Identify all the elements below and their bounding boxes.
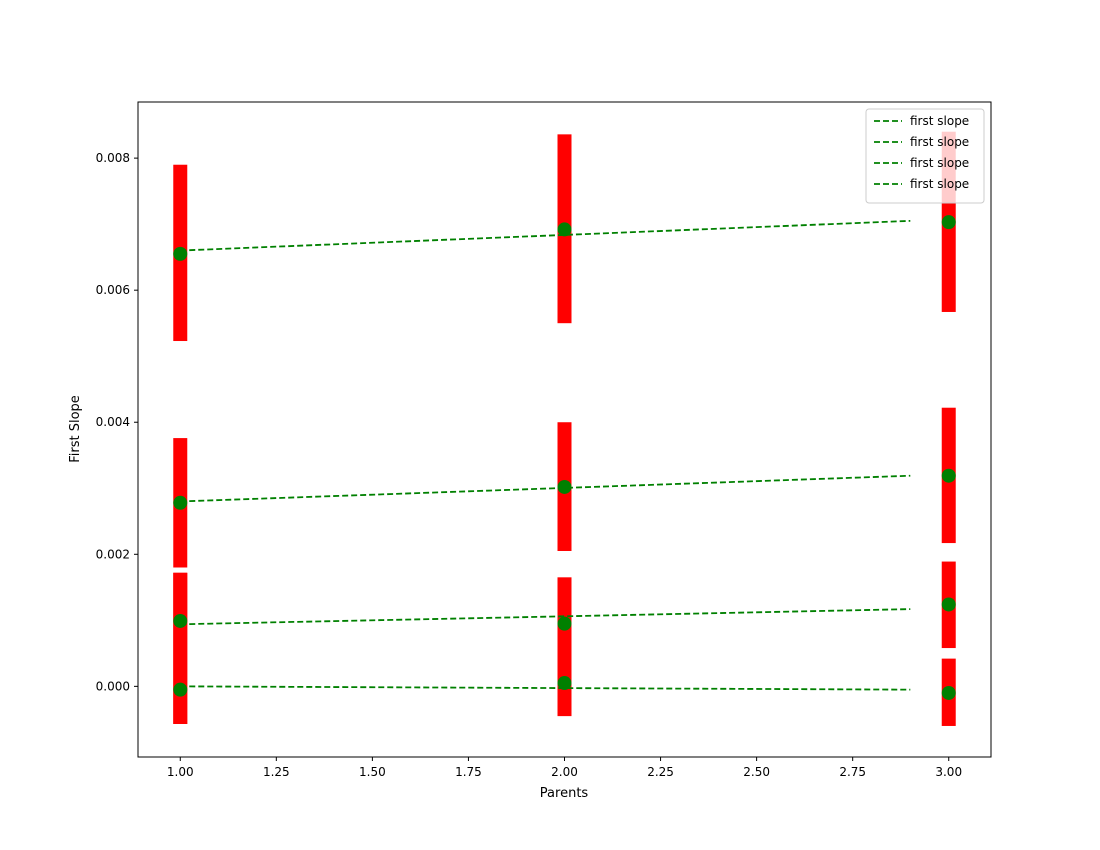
- errorbar-series-4-point-1: [173, 572, 188, 724]
- x-tick-label: 1.25: [263, 765, 290, 779]
- x-tick-label: 1.00: [167, 765, 194, 779]
- x-tick-label: 2.00: [551, 765, 578, 779]
- x-axis-label: Parents: [540, 786, 589, 801]
- x-tick-label: 2.25: [647, 765, 674, 779]
- x-axis-ticks: 1.00 1.25 1.50 1.75 2.00 2.25 2.50 2.75 3.00: [167, 757, 962, 779]
- legend-label: first slope: [910, 135, 969, 149]
- y-tick-label: 0.006: [96, 283, 130, 297]
- x-tick-label: 1.50: [359, 765, 386, 779]
- point-series-3-1: [173, 613, 188, 628]
- point-series-4-2: [557, 676, 572, 691]
- x-tick-label: 3.00: [935, 765, 962, 779]
- legend: first slope first slope first slope first s…: [865, 108, 985, 204]
- fit-line-series-2: [180, 474, 911, 503]
- y-tick-label: 0.008: [96, 151, 130, 165]
- y-tick-label: 0.002: [96, 547, 130, 561]
- legend-label: first slope: [910, 156, 969, 170]
- point-series-2-2: [557, 479, 572, 494]
- point-series-2-3: [941, 468, 956, 483]
- fit-line-series-3: [180, 608, 911, 626]
- y-tick-label: 0.004: [96, 415, 130, 429]
- x-tick-label: 2.75: [839, 765, 866, 779]
- fit-line-series-1: [180, 219, 911, 252]
- x-tick-label: 2.50: [743, 765, 770, 779]
- point-series-2-1: [173, 495, 188, 510]
- fit-lines: [180, 219, 911, 691]
- point-series-1-1: [173, 246, 188, 261]
- y-axis-ticks: 0.000 0.002 0.004 0.006 0.008: [96, 151, 138, 693]
- point-series-1-2: [557, 222, 572, 237]
- errorbar-series-4-point-2: [557, 577, 572, 717]
- fit-line-series-4: [180, 685, 911, 691]
- legend-box: [865, 108, 985, 204]
- legend-label: first slope: [910, 114, 969, 128]
- point-series-4-3: [941, 685, 956, 700]
- y-axis-label: First Slope: [68, 395, 83, 463]
- point-series-3-3: [941, 597, 956, 612]
- point-series-4-1: [173, 682, 188, 697]
- y-tick-label: 0.000: [96, 679, 130, 693]
- data-points: [173, 215, 956, 700]
- x-tick-label: 1.75: [455, 765, 482, 779]
- point-series-3-2: [557, 616, 572, 631]
- point-series-1-3: [941, 215, 956, 230]
- legend-label: first slope: [910, 177, 969, 191]
